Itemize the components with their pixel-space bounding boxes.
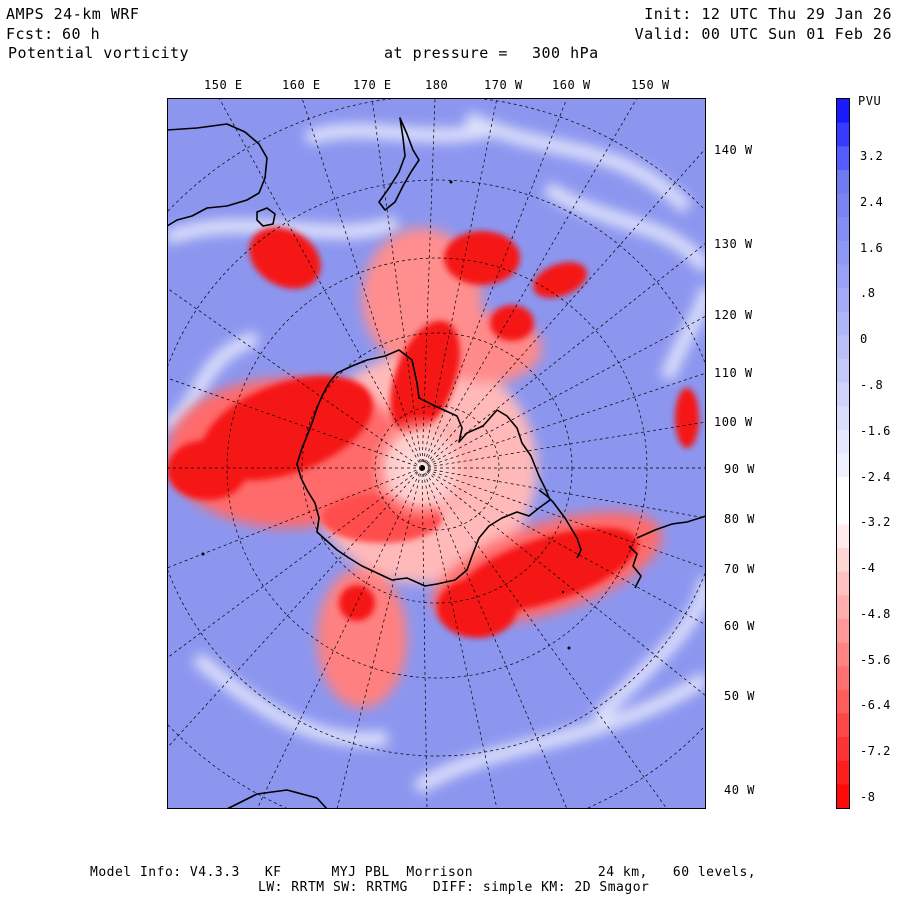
colorbar-bin	[837, 595, 849, 620]
colorbar-bin	[837, 666, 849, 691]
colorbar-tick-label: 1.6	[860, 240, 884, 255]
lon-label: 180	[425, 78, 449, 92]
lon-label: 130 W	[714, 237, 753, 251]
pv-map	[167, 98, 706, 809]
colorbar-unit: PVU	[858, 94, 882, 108]
model-title: AMPS 24-km WRF	[6, 5, 140, 23]
colorbar-tick-label: -8	[860, 790, 876, 804]
colorbar-bin	[837, 524, 849, 549]
model-info-line-1: Model Info: V4.3.3 KF MYJ PBL Morrison 2…	[90, 865, 757, 880]
pressure-label: at pressure =	[384, 44, 508, 62]
colorbar-bin	[837, 122, 849, 147]
lon-label: 50 W	[724, 689, 755, 703]
colorbar-bin	[837, 453, 849, 478]
colorbar-bin	[837, 240, 849, 265]
lon-label: 120 W	[714, 308, 753, 322]
south-america-coastline	[636, 515, 706, 539]
lon-label: 60 W	[724, 619, 755, 633]
new-zealand	[378, 117, 420, 211]
colorbar-bin	[837, 217, 849, 242]
colorbar-bin	[837, 713, 849, 738]
colorbar-bin	[837, 500, 849, 525]
colorbar-bin	[837, 689, 849, 714]
colorbar-tick-label: -7.2	[860, 744, 891, 759]
colorbar-bin	[837, 311, 849, 336]
lon-label: 40 W	[724, 783, 755, 797]
lon-label: 140 W	[714, 143, 753, 157]
colorbar-bin	[837, 335, 849, 360]
colorbar-bin	[837, 288, 849, 313]
colorbar-tick-label: -6.4	[860, 698, 891, 713]
colorbar-tick-label: .8	[860, 286, 876, 301]
colorbar	[836, 98, 850, 809]
lon-label: 160 E	[282, 78, 321, 92]
colorbar-bin	[837, 642, 849, 667]
model-info-line-2: LW: RRTM SW: RRTMG DIFF: simple KM: 2D S…	[258, 880, 650, 895]
colorbar-bin	[837, 146, 849, 171]
forecast-hour: 60 h	[62, 25, 101, 43]
lon-label: 100 W	[714, 415, 753, 429]
colorbar-bin	[837, 760, 849, 785]
lon-label: 170 W	[484, 78, 523, 92]
colorbar-tick-label: -2.4	[860, 469, 891, 484]
colorbar-tick-label: -.8	[860, 377, 884, 392]
colorbar-bin	[837, 264, 849, 289]
south-america-tip	[628, 545, 642, 589]
field-name: Potential vorticity	[8, 44, 190, 62]
colorbar-tick-label: -1.6	[860, 423, 891, 438]
valid-time: Valid: 00 UTC Sun 01 Feb 26	[634, 25, 892, 43]
small-islands	[201, 180, 571, 650]
lon-label: 150 W	[631, 78, 670, 92]
colorbar-bin	[837, 737, 849, 762]
colorbar-tick-label: 3.2	[860, 149, 884, 163]
colorbar-bin	[837, 477, 849, 502]
antarctica-coastline	[296, 349, 551, 587]
colorbar-bin	[837, 406, 849, 431]
colorbar-bin	[837, 358, 849, 384]
colorbar-bin	[837, 382, 849, 407]
colorbar-bin	[837, 169, 849, 195]
colorbar-bin	[837, 548, 849, 573]
lon-label: 70 W	[724, 562, 755, 576]
colorbar-tick-label: 0	[860, 332, 868, 347]
map-frame	[167, 98, 706, 809]
colorbar-bin	[837, 99, 849, 124]
colorbar-bin	[837, 618, 849, 644]
australia-coastline	[167, 123, 268, 227]
lon-label: 170 E	[353, 78, 392, 92]
colorbar-bin	[837, 571, 849, 596]
colorbar-bin	[837, 193, 849, 218]
colorbar-tick-label: -4	[860, 561, 876, 576]
lon-label: 90 W	[724, 462, 755, 476]
forecast-label: Fcst:	[6, 25, 54, 43]
lon-label: 160 W	[552, 78, 591, 92]
colorbar-tick-label: -3.2	[860, 515, 891, 530]
colorbar-bin	[837, 429, 849, 454]
colorbar-tick-label: -5.6	[860, 652, 891, 667]
lon-label: 150 E	[204, 78, 243, 92]
lon-label: 80 W	[724, 512, 755, 526]
colorbar-tick-label: 2.4	[860, 194, 884, 209]
colorbar-bin	[837, 784, 849, 808]
coastlines	[167, 117, 706, 809]
antarctic-peninsula	[538, 489, 582, 559]
init-time: Init: 12 UTC Thu 29 Jan 26	[644, 5, 892, 23]
graticule-parallels	[167, 98, 706, 809]
lon-label: 110 W	[714, 366, 753, 380]
pressure-level: 300 hPa	[532, 44, 599, 62]
africa-edge	[226, 789, 328, 809]
tasmania	[256, 207, 276, 227]
colorbar-tick-label: -4.8	[860, 606, 891, 621]
